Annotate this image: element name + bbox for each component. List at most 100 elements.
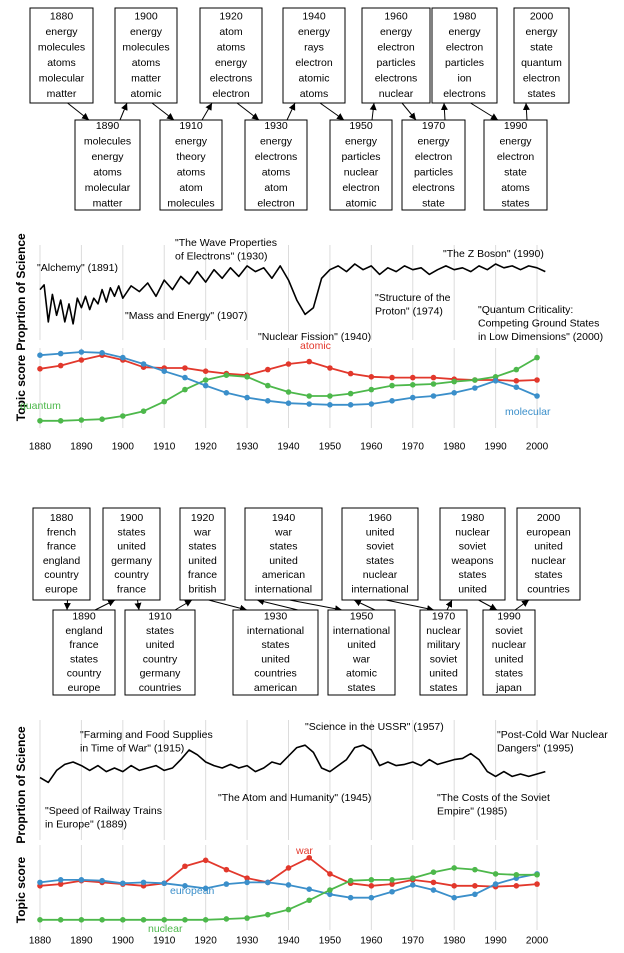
topic-box — [244, 507, 323, 601]
series-point — [161, 398, 168, 405]
series-point — [57, 877, 64, 883]
series-point — [57, 350, 64, 357]
arrow — [256, 598, 299, 611]
topic-word: countries — [139, 682, 182, 694]
topic-word: electrons — [255, 151, 298, 163]
topic-word: energy — [45, 26, 78, 38]
topic-word: molecules — [167, 198, 214, 210]
topic-year: 1980 — [461, 512, 485, 524]
annotation: "Science in the USSR" (1957) — [305, 721, 444, 733]
x-tick-label: 1920 — [195, 936, 218, 947]
annotation: Competing Ground States — [478, 317, 599, 329]
series-point — [513, 378, 520, 384]
series-point — [223, 372, 230, 379]
series-point — [430, 869, 437, 875]
topic-word: france — [47, 541, 76, 553]
series-point — [78, 417, 85, 423]
topic-word: particles — [445, 57, 484, 69]
annotation: Proton" (1974) — [375, 305, 443, 317]
topic-box — [516, 507, 581, 601]
topic-word: international — [247, 625, 304, 637]
x-tick-label: 1970 — [402, 442, 425, 453]
topic-word: nuclear — [379, 88, 414, 100]
topic-year: 1960 — [384, 11, 408, 23]
series-point — [244, 374, 250, 380]
series-point — [285, 906, 292, 913]
series-point — [347, 877, 354, 884]
series-point — [285, 389, 292, 395]
topic-word: electron — [446, 42, 484, 54]
topic-word: electron — [342, 182, 380, 194]
topic-word: theory — [176, 151, 206, 163]
series-point — [140, 917, 147, 923]
series-point — [182, 374, 188, 381]
topic-box — [482, 609, 536, 696]
topic-word: soviet — [430, 653, 458, 665]
series-point — [368, 401, 375, 407]
topic-box — [32, 507, 91, 601]
series-point — [389, 398, 395, 404]
topic-word: particles — [341, 151, 380, 163]
x-tick-label: 1880 — [29, 442, 52, 453]
series-point — [57, 881, 64, 887]
x-tick-label: 1950 — [319, 442, 342, 453]
topic-word: war — [193, 526, 211, 538]
series-point — [430, 879, 437, 886]
topic-box — [401, 119, 466, 211]
topic-box — [244, 119, 308, 211]
series-point — [37, 917, 43, 923]
series-point — [285, 400, 292, 407]
topic-word: military — [427, 639, 461, 651]
series-point — [120, 917, 126, 923]
topic-word: molecules — [84, 136, 131, 148]
series-point — [78, 349, 85, 355]
series-point — [99, 416, 105, 423]
arrow — [286, 102, 296, 121]
topic-word: atoms — [501, 182, 530, 194]
series-point — [409, 394, 416, 401]
series-point — [99, 350, 105, 356]
topic-year: 1900 — [134, 11, 158, 23]
series-point — [223, 916, 230, 922]
series-point — [409, 875, 416, 881]
arrow — [522, 102, 530, 121]
topic-word: states — [347, 682, 375, 694]
series-label: war — [295, 845, 313, 857]
topic-word: electron — [415, 151, 453, 163]
topic-word: states — [261, 639, 289, 651]
series-point — [264, 366, 271, 373]
topic-word: atoms — [177, 167, 206, 179]
topic-word: japan — [495, 682, 522, 694]
arrow — [369, 102, 377, 121]
series-point — [534, 377, 540, 383]
topic-word: states — [534, 569, 562, 581]
topic-year: 1980 — [453, 11, 477, 23]
series-point — [513, 384, 520, 391]
topic-box — [329, 119, 393, 211]
annotation: in Europe" (1889) — [45, 818, 127, 830]
x-tick-label: 1910 — [153, 442, 176, 453]
series-point — [161, 917, 168, 923]
series-point — [202, 368, 209, 375]
x-tick-label: 1980 — [443, 442, 466, 453]
topic-word: energy — [417, 136, 450, 148]
series-point — [534, 871, 540, 878]
topic-word: weapons — [450, 555, 493, 567]
arrow — [319, 102, 345, 121]
series-point — [409, 382, 416, 388]
chart: Proprtion of Science "Alchemy" (1891) "The… — [14, 233, 603, 351]
topic-box — [439, 507, 506, 601]
series-point — [513, 871, 520, 878]
series-point — [57, 362, 64, 369]
topic-word: matter — [93, 198, 123, 210]
topic-word: united — [458, 584, 487, 596]
topic-year: 1880 — [50, 11, 74, 23]
series-point — [327, 393, 333, 399]
topic-word: nuclear — [426, 625, 461, 637]
x-tick-label: 1990 — [484, 442, 507, 453]
series-point — [534, 354, 540, 361]
topic-word: european — [526, 526, 571, 538]
topic-word: electrons — [443, 88, 486, 100]
series-point — [264, 879, 271, 886]
series-point — [492, 378, 499, 384]
